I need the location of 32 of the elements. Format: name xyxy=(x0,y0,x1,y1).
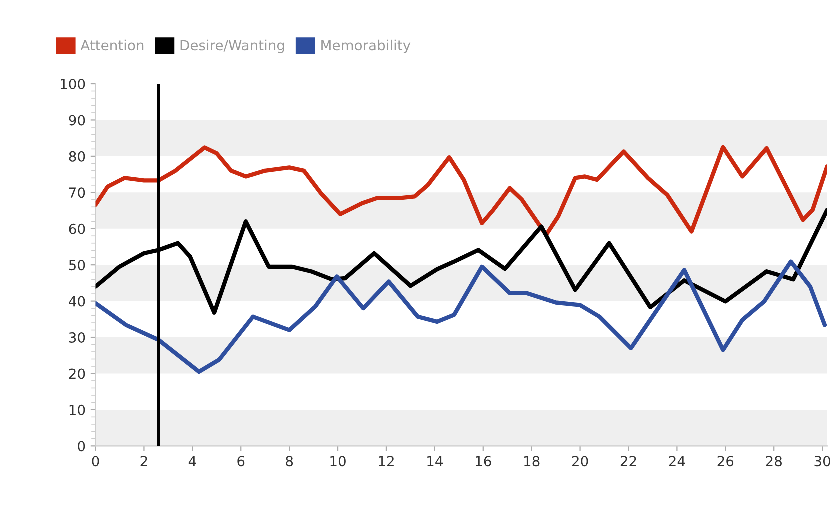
y-tick-label: 70 xyxy=(70,188,86,198)
y-tick-label: 80 xyxy=(69,151,86,162)
y-tick-label: 0 xyxy=(78,441,86,452)
x-tick-label: 16 xyxy=(476,456,492,467)
x-tick-label: 18 xyxy=(524,456,540,467)
x-tick-label: 30 xyxy=(814,456,830,467)
y-tick-label: 100 xyxy=(61,78,86,90)
x-tick-label: 14 xyxy=(428,456,443,466)
line-series xyxy=(96,145,828,238)
legend-label: Attention xyxy=(80,40,144,51)
x-tick-label: 24 xyxy=(669,456,686,466)
y-tick-label: 40 xyxy=(69,296,86,307)
line-series xyxy=(96,260,828,374)
x-tick-label: 28 xyxy=(766,456,782,467)
y-tick-label: 50 xyxy=(69,260,86,271)
x-tick-label: 8 xyxy=(286,456,294,467)
x-tick-label: 4 xyxy=(188,456,196,466)
y-tick-label: 60 xyxy=(69,224,86,234)
x-tick-label: 10 xyxy=(330,456,346,467)
y-tick-label: 30 xyxy=(69,332,86,343)
legend-label: Desire/Wanting xyxy=(180,40,284,54)
x-tick-label: 22 xyxy=(620,456,636,466)
y-tick-label: 10 xyxy=(70,404,86,416)
legend-label: Memorability xyxy=(322,40,411,54)
x-tick-label: 26 xyxy=(718,456,734,467)
y-tick-label: 20 xyxy=(69,368,86,380)
x-tick-label: 6 xyxy=(238,456,245,467)
y-tick-label: 90 xyxy=(69,115,86,126)
x-tick-label: 12 xyxy=(379,456,394,466)
x-tick-label: 0 xyxy=(92,456,100,467)
x-tick-label: 20 xyxy=(572,456,588,467)
x-tick-label: 2 xyxy=(140,456,148,466)
